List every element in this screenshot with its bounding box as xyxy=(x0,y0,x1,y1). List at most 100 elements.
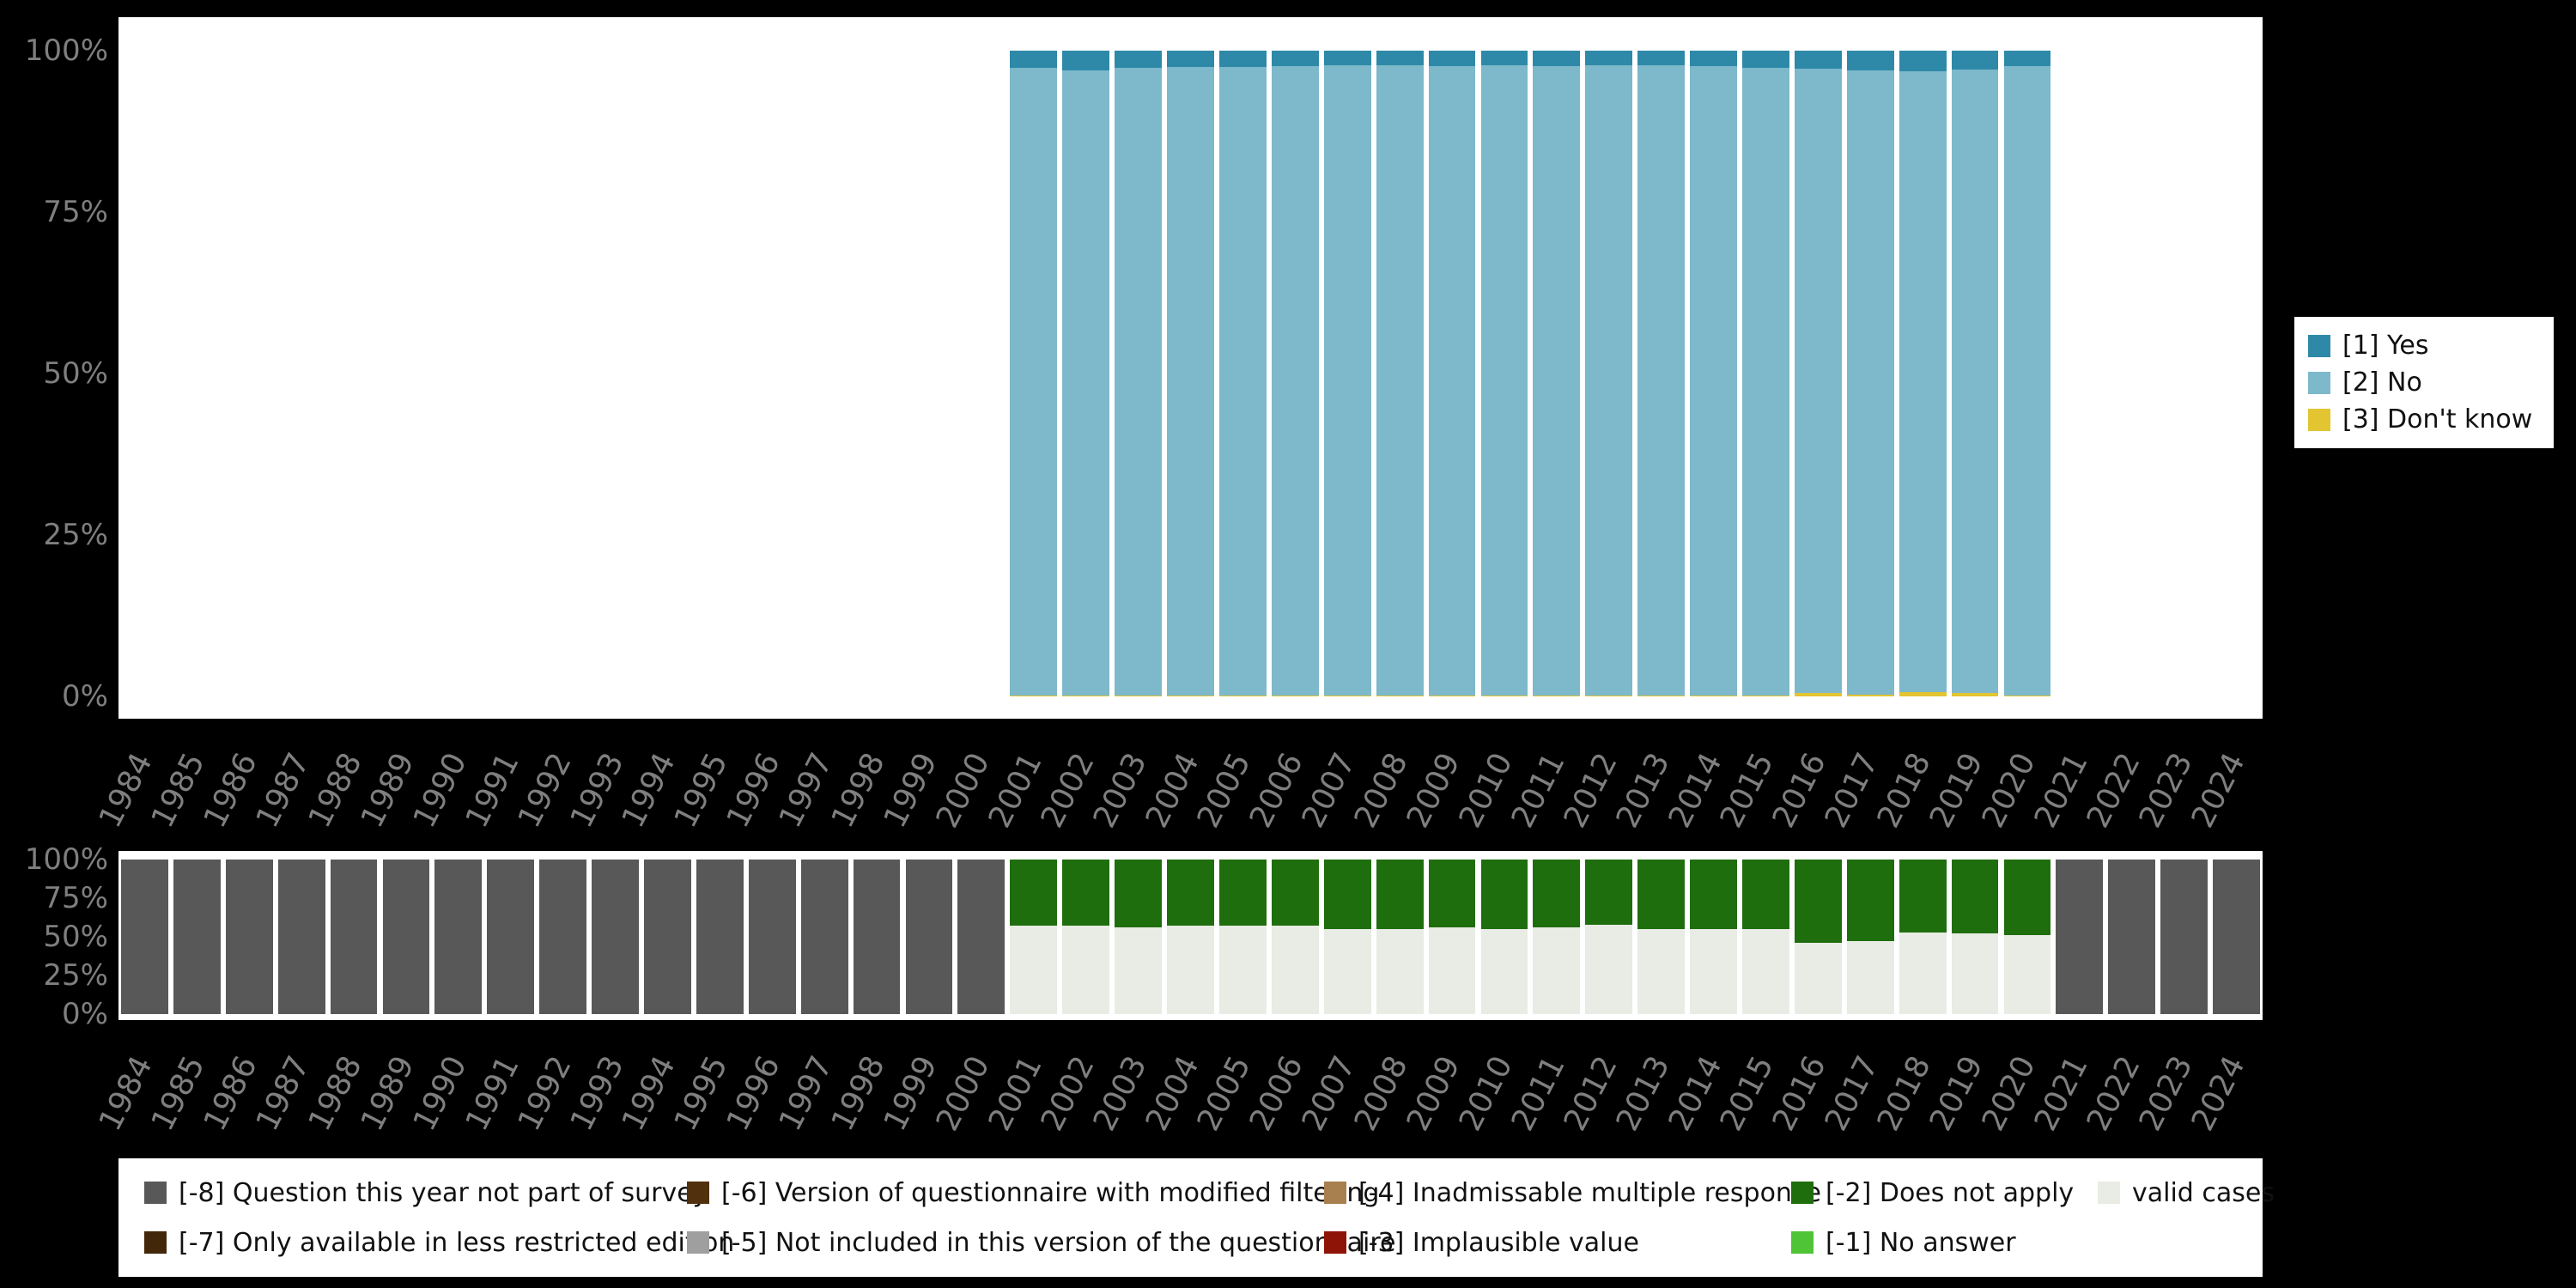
bar-segment xyxy=(1899,71,1947,692)
bar-1996 xyxy=(749,51,796,696)
bar-segment xyxy=(1429,927,1476,1014)
bar-1997 xyxy=(801,860,848,1014)
bar-2023 xyxy=(2160,51,2208,696)
bar-segment xyxy=(1010,926,1057,1014)
bar-segment xyxy=(1899,933,1947,1014)
legend-label: [-1] No answer xyxy=(1826,1228,2016,1258)
bar-segment xyxy=(1324,65,1371,696)
bar-1987 xyxy=(278,51,325,696)
bar-segment xyxy=(1062,860,1109,926)
bar-segment xyxy=(696,860,744,1014)
bar-segment xyxy=(1010,68,1057,696)
bar-segment xyxy=(1219,860,1267,926)
legend-swatch xyxy=(1324,1231,1346,1254)
responses-y-axis: 100%75%50%25%0% xyxy=(0,17,108,719)
bar-2001 xyxy=(1010,860,1057,1014)
bar-segment xyxy=(487,860,534,1014)
bar-2022 xyxy=(2108,860,2155,1014)
bar-segment xyxy=(1847,860,1894,941)
bar-segment xyxy=(1952,51,1999,70)
bar-segment xyxy=(1376,65,1424,696)
bar-segment xyxy=(1010,51,1057,68)
bar-segment xyxy=(1899,692,1947,696)
bar-1992 xyxy=(539,860,586,1014)
bar-2000 xyxy=(957,860,1005,1014)
legend-item: [-8] Question this year not part of surv… xyxy=(144,1178,687,1208)
bar-segment xyxy=(1429,860,1476,927)
bar-segment xyxy=(1795,693,1842,697)
bar-2001 xyxy=(1010,51,1057,696)
responses-bars xyxy=(118,51,2263,696)
bar-1992 xyxy=(539,51,586,696)
bar-1993 xyxy=(592,860,639,1014)
bar-segment xyxy=(1010,860,1057,926)
bar-2019 xyxy=(1952,860,1999,1014)
bar-1998 xyxy=(854,51,901,696)
bar-segment xyxy=(1847,51,1894,70)
y-axis-label: 75% xyxy=(0,195,108,229)
bar-segment xyxy=(278,860,325,1014)
bar-segment xyxy=(1899,51,1947,71)
bar-2009 xyxy=(1429,51,1476,696)
bar-segment xyxy=(1481,65,1528,696)
bar-2012 xyxy=(1585,51,1632,696)
bar-segment xyxy=(1219,926,1267,1014)
legend-swatch xyxy=(144,1231,167,1254)
bar-2020 xyxy=(2004,860,2051,1014)
bar-segment xyxy=(1795,51,1842,69)
bar-2010 xyxy=(1481,51,1528,696)
legend-swatch xyxy=(1324,1182,1346,1204)
bar-segment xyxy=(1690,66,1737,696)
bar-segment xyxy=(2004,935,2051,1014)
legend-item: [-5] Not included in this version of the… xyxy=(687,1228,1324,1258)
bar-segment xyxy=(2004,51,2051,66)
bar-1988 xyxy=(331,860,378,1014)
bar-segment xyxy=(1847,941,1894,1014)
bar-2015 xyxy=(1742,51,1789,696)
bar-segment xyxy=(1062,51,1109,70)
legend-swatch xyxy=(1791,1231,1814,1254)
bar-segment xyxy=(1481,51,1528,65)
legend-label: [-8] Question this year not part of surv… xyxy=(179,1178,708,1208)
bar-2005 xyxy=(1219,51,1267,696)
bar-1987 xyxy=(278,860,325,1014)
bar-segment xyxy=(434,860,482,1014)
bar-2002 xyxy=(1062,51,1109,696)
bar-2014 xyxy=(1690,51,1737,696)
bar-2016 xyxy=(1795,860,1842,1014)
bar-2012 xyxy=(1585,860,1632,1014)
bar-segment xyxy=(1376,929,1424,1014)
bar-segment xyxy=(1167,926,1214,1014)
bar-segment xyxy=(1115,860,1162,927)
bar-2007 xyxy=(1324,860,1371,1014)
legend-item: [-4] Inadmissable multiple response xyxy=(1324,1178,1791,1208)
bar-segment xyxy=(854,860,901,1014)
legend-label: [-3] Implausible value xyxy=(1358,1228,1639,1258)
bar-2007 xyxy=(1324,51,1371,696)
bar-2017 xyxy=(1847,51,1894,696)
bar-segment xyxy=(644,860,691,1014)
legend-item: [-2] Does not apply xyxy=(1791,1178,2098,1208)
bar-segment xyxy=(1952,70,1999,693)
bar-2006 xyxy=(1272,860,1319,1014)
bar-segment xyxy=(1637,65,1685,696)
bar-segment xyxy=(226,860,273,1014)
bar-2013 xyxy=(1637,860,1685,1014)
bar-segment xyxy=(1585,65,1632,696)
bar-segment xyxy=(1795,69,1842,692)
legend-item: [2] No xyxy=(2308,368,2545,398)
bar-segment xyxy=(1167,51,1214,67)
bar-2000 xyxy=(957,51,1005,696)
bar-2019 xyxy=(1952,51,1999,696)
bar-1997 xyxy=(801,51,848,696)
bar-2003 xyxy=(1115,860,1162,1014)
legend-swatch xyxy=(687,1231,709,1254)
legend-swatch xyxy=(2308,409,2330,431)
legend-label: [3] Don't know xyxy=(2342,404,2532,434)
missings-plot xyxy=(118,851,2263,1020)
bar-2004 xyxy=(1167,860,1214,1014)
bar-segment xyxy=(2108,860,2155,1014)
bar-segment xyxy=(1429,66,1476,696)
responses-legend: [1] Yes[2] No[3] Don't know xyxy=(2294,317,2554,448)
bar-1984 xyxy=(121,860,168,1014)
